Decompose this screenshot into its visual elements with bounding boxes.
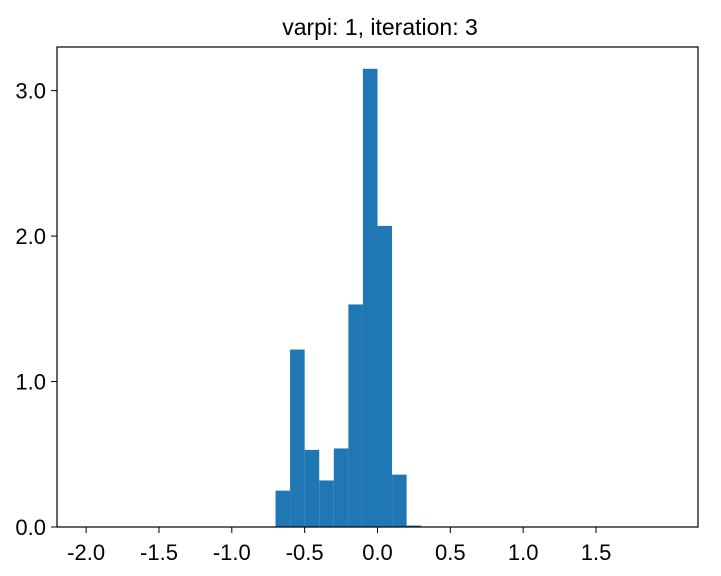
x-tick-label: 0.0 (362, 540, 393, 565)
histogram-bar (290, 349, 305, 527)
chart-title: varpi: 1, iteration: 3 (282, 14, 478, 40)
histogram-bar (275, 490, 291, 527)
histogram-bar (377, 225, 393, 527)
y-tick-label: 2.0 (15, 224, 46, 249)
histogram-bar (319, 480, 334, 527)
x-axis: -2.0 -1.5 -1.0 -0.5 0.0 0.5 1.0 1.5 (67, 527, 611, 565)
y-tick-label: 1.0 (15, 370, 46, 395)
x-tick-label: 0.5 (435, 540, 466, 565)
y-tick-label: 0.0 (15, 515, 46, 540)
histogram-bar (348, 304, 363, 527)
histogram-bar (362, 68, 378, 528)
y-axis: 0.0 1.0 2.0 3.0 (15, 79, 57, 540)
histogram-bar (392, 474, 407, 527)
histogram-bar (304, 449, 320, 527)
x-tick-label: 1.0 (508, 540, 539, 565)
x-tick-label: -1.5 (140, 540, 178, 565)
x-tick-label: -0.5 (286, 540, 324, 565)
bars-group (275, 68, 422, 528)
x-tick-label: -1.0 (213, 540, 251, 565)
x-tick-label: -2.0 (67, 540, 105, 565)
x-tick-label: 1.5 (581, 540, 612, 565)
histogram-bar (406, 525, 422, 527)
histogram-bar (333, 448, 349, 527)
y-tick-label: 3.0 (15, 79, 46, 104)
